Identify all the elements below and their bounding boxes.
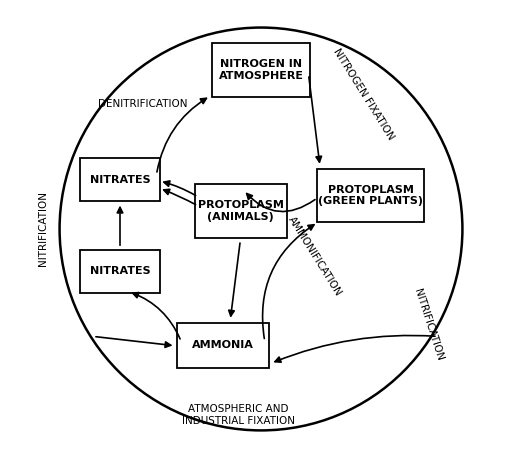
Text: PROTOPLASM
(GREEN PLANTS): PROTOPLASM (GREEN PLANTS)	[318, 185, 423, 206]
Text: PROTOPLASM
(ANIMALS): PROTOPLASM (ANIMALS)	[198, 200, 284, 222]
FancyBboxPatch shape	[80, 250, 160, 293]
Text: NITRATES: NITRATES	[90, 175, 150, 185]
Text: ATMOSPHERIC AND
INDUSTRIAL FIXATION: ATMOSPHERIC AND INDUSTRIAL FIXATION	[182, 404, 295, 426]
FancyBboxPatch shape	[177, 323, 269, 368]
Text: DENITRIFICATION: DENITRIFICATION	[98, 99, 187, 109]
Text: NITROGEN IN
ATMOSPHERE: NITROGEN IN ATMOSPHERE	[219, 59, 303, 81]
FancyBboxPatch shape	[212, 43, 310, 97]
Text: NITRIFICATION: NITRIFICATION	[412, 288, 445, 362]
Text: NITROGEN FIXATION: NITROGEN FIXATION	[331, 47, 396, 142]
Text: NITRATES: NITRATES	[90, 267, 150, 277]
FancyBboxPatch shape	[80, 158, 160, 201]
FancyBboxPatch shape	[195, 184, 287, 238]
Text: AMMONIA: AMMONIA	[192, 340, 254, 350]
Text: AMMONIFICATION: AMMONIFICATION	[286, 214, 343, 297]
Text: NITRIFICATION: NITRIFICATION	[38, 191, 48, 266]
FancyBboxPatch shape	[317, 168, 424, 222]
